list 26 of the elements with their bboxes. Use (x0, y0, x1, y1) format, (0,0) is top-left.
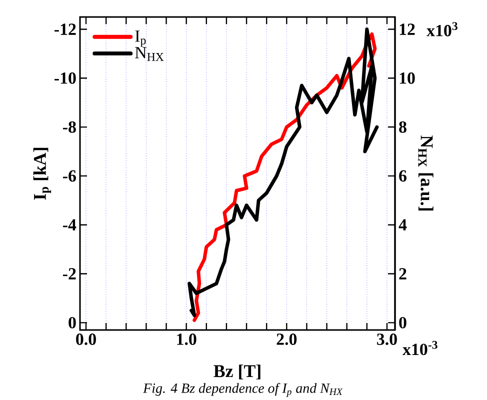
x-tick-label: 0.0 (76, 334, 96, 346)
text: x10$^{3}$ (426, 22, 458, 36)
y-tick-label: -4 (62, 219, 76, 230)
y-tick-label: 0 (68, 316, 76, 328)
y-tick-label: -2 (62, 268, 76, 280)
x-tick-label: 2.0 (276, 334, 297, 346)
text: x10$^{-3}$ (402, 340, 438, 356)
y-axis-title: I$_{p}$ [kA] (33, 148, 52, 200)
y2-tick-label: 6 (399, 170, 406, 182)
x-tick-label: 1.0 (177, 334, 196, 346)
y2-tick-label: 8 (399, 121, 406, 133)
y-tick-label: -6 (62, 170, 76, 182)
y2-tick-label: 0 (399, 316, 406, 328)
x-axis-title: Bz [T] (214, 364, 260, 380)
y2-tick-label: 10 (400, 72, 415, 84)
caption: Fig. 4 Bz dependence of I$_{p}$ and N$_{HX}$ (143, 382, 343, 398)
y-tick-label: -10 (54, 72, 76, 84)
y2-tick-label: 2 (399, 268, 406, 280)
y2-tick-label: 12 (400, 24, 415, 35)
y-tick-label: -8 (62, 121, 76, 133)
legend-label: N$_{HX}$ (135, 47, 164, 61)
y2-tick-label: 4 (398, 219, 407, 230)
x-tick-label: 3.0 (377, 334, 397, 346)
y-tick-label: -12 (54, 24, 76, 35)
legend-label: I$_{p}$ (135, 30, 146, 47)
y2-axis-title: N$_{HX}$ [a.u.] (418, 136, 434, 210)
